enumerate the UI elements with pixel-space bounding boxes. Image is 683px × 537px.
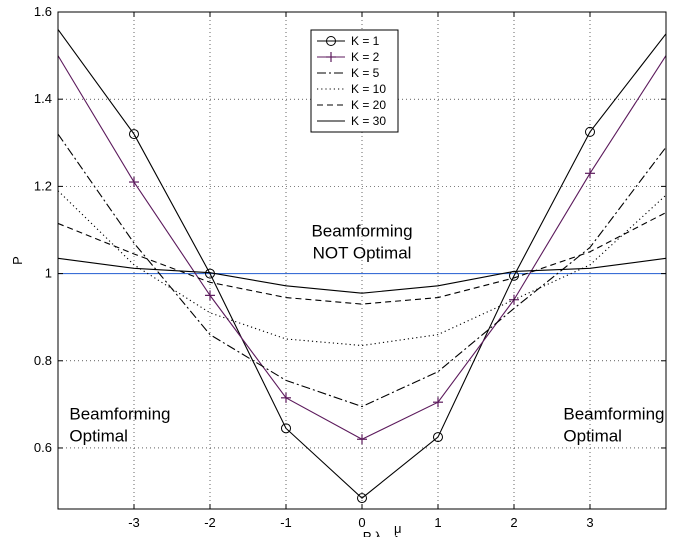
annotation-text: Beamforming [563, 405, 664, 424]
legend: K = 1 K = 2 K = 5 K = 10 K = 20 K = 30 [310, 29, 399, 133]
series-line-k20 [57, 212, 667, 305]
x-axis-label-superscript: μ [394, 521, 402, 536]
y-tick-label: 1.4 [34, 91, 52, 106]
annotation-text: Optimal [69, 427, 128, 446]
circle-marker [585, 126, 595, 137]
legend-label: K = 20 [351, 98, 386, 112]
circle-marker [326, 36, 336, 46]
y-tick-label: 0.6 [34, 440, 52, 455]
series-line-k1 [57, 29, 667, 499]
series-lines [57, 29, 667, 504]
circle-marker [129, 129, 139, 140]
y-tick-label: 1.2 [34, 178, 52, 193]
x-tick-label: 0 [358, 515, 365, 530]
circle-marker [281, 423, 291, 434]
y-tick-label: 1 [45, 266, 52, 281]
annotations: Beamforming NOT Optimal Beamforming Optimal… [69, 222, 664, 446]
x-tick-label: -3 [128, 515, 140, 530]
circle-marker [357, 493, 367, 504]
annotation-text: NOT Optimal [313, 244, 412, 263]
x-tick-label: 2 [510, 515, 517, 530]
legend-label: K = 1 [351, 34, 380, 48]
x-axis-label: P λ [363, 529, 382, 537]
y-axis-label: P [10, 256, 25, 265]
annotation-text: Beamforming [311, 222, 412, 241]
y-tick-label: 1.6 [34, 4, 52, 19]
x-axis-label-subscript: 1 [393, 533, 400, 537]
legend-label: K = 10 [351, 82, 386, 96]
y-tick-label: 0.8 [34, 353, 52, 368]
legend-box [310, 29, 399, 133]
series-line-k5 [57, 133, 667, 408]
x-tick-label: 1 [434, 515, 441, 530]
annotation-text: Optimal [563, 427, 622, 446]
annotation-text: Beamforming [69, 405, 170, 424]
x-tick-label: 3 [586, 515, 593, 530]
series-line-k30 [57, 257, 667, 294]
legend-label: K = 30 [351, 114, 386, 128]
x-tick-label: -2 [204, 515, 216, 530]
legend-label: K = 5 [351, 66, 380, 80]
circle-marker [433, 432, 443, 443]
legend-label: K = 2 [351, 50, 380, 64]
x-tick-label: -1 [280, 515, 292, 530]
